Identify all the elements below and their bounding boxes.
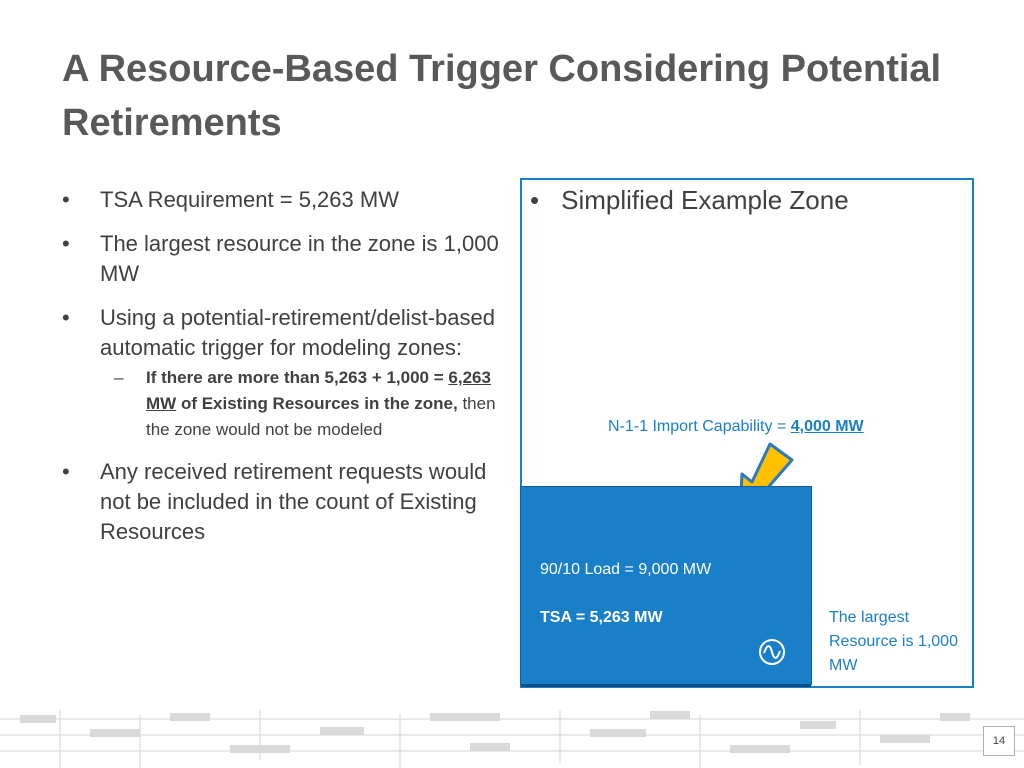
example-zone-title: • Simplified Example Zone bbox=[530, 184, 849, 216]
bullet-retirement-requests: • Any received retirement requests would… bbox=[62, 457, 502, 547]
import-capability-label: N-1-1 Import Capability = 4,000 MW bbox=[608, 416, 864, 438]
largest-resource-label: The largest Resource is 1,000 MW bbox=[829, 609, 958, 674]
circuit-footer-decoration bbox=[0, 710, 1024, 768]
bullet-text: Using a potential-retirement/delist-base… bbox=[100, 305, 495, 360]
sub-bold-underlined-text: 6,263 MW bbox=[146, 368, 491, 413]
bullet-marker: • bbox=[62, 187, 70, 212]
bullet-text: Any received retirement requests would n… bbox=[100, 459, 487, 544]
page-number: 14 bbox=[983, 726, 1015, 756]
import-capability-text: N-1-1 Import Capability = bbox=[608, 418, 791, 435]
bullet-marker: • bbox=[62, 305, 70, 330]
sub-bullet-marker: – bbox=[114, 368, 124, 387]
tsa-label: TSA = 5,263 MW bbox=[540, 609, 663, 626]
bullet-text: TSA Requirement = 5,263 MW bbox=[100, 187, 399, 212]
load-zone-box bbox=[520, 486, 812, 687]
load-label: 90/10 Load = 9,000 MW bbox=[540, 561, 712, 578]
bullet-marker: • bbox=[62, 231, 70, 256]
bullet-marker: • bbox=[62, 459, 70, 484]
bullet-largest-resource: • The largest resource in the zone is 1,… bbox=[62, 229, 502, 289]
import-capability-value: 4,000 MW bbox=[790, 418, 864, 435]
bullet-text: The largest resource in the zone is 1,00… bbox=[100, 231, 499, 286]
sub-bold-text-2: of Existing Resources in the zone, bbox=[176, 394, 458, 413]
slide-title: A Resource-Based Trigger Considering Pot… bbox=[62, 48, 942, 144]
bullet-list: • TSA Requirement = 5,263 MW • The large… bbox=[62, 185, 502, 561]
bullet-trigger: • Using a potential-retirement/delist-ba… bbox=[62, 303, 502, 363]
sub-regular-text: then the zone would not be modeled bbox=[146, 394, 496, 439]
sub-bullet-condition: – If there are more than 5,263 + 1,000 =… bbox=[62, 365, 502, 443]
generator-icon bbox=[759, 639, 785, 665]
example-zone-title-text: Simplified Example Zone bbox=[561, 185, 849, 215]
sub-bold-text-1: If there are more than 5,263 + 1,000 = bbox=[146, 368, 449, 387]
bullet-tsa-requirement: • TSA Requirement = 5,263 MW bbox=[62, 185, 502, 215]
bullet-marker: • bbox=[530, 185, 540, 215]
